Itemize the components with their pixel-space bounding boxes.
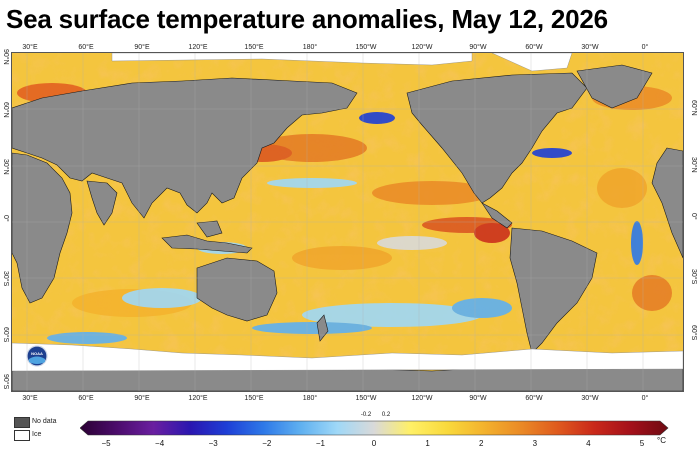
lon-tick-top-3: 120°E xyxy=(188,44,208,51)
lon-tick-bottom-11: 0° xyxy=(641,395,649,402)
lat-tick-left-0: 90°N xyxy=(2,49,9,65)
lat-tick-left-3: 0° xyxy=(2,215,9,222)
colorbar-tick-9: 4 xyxy=(586,439,591,448)
colorbar-tick-10: 5 xyxy=(639,439,645,448)
lon-tick-top-2: 90°E xyxy=(134,44,150,51)
lon-tick-top-5: 180° xyxy=(302,44,318,51)
lat-tick-right-0: 60°N xyxy=(690,100,697,116)
lon-tick-top-1: 60°E xyxy=(78,44,94,51)
land-india xyxy=(86,180,118,226)
lon-tick-top-10: 30°W xyxy=(581,44,599,51)
lon-tick-top-0: 30°E xyxy=(22,44,38,51)
lat-tick-left-6: 90°S xyxy=(2,374,9,390)
land-indonesia xyxy=(161,234,253,254)
lon-tick-bottom-1: 60°E xyxy=(78,395,94,402)
lon-tick-top-9: 60°W xyxy=(525,44,543,51)
no-data-label: No data xyxy=(32,418,57,425)
lon-tick-top-8: 90°W xyxy=(469,44,487,51)
ice-swatch xyxy=(14,430,30,441)
svg-text:NOAA: NOAA xyxy=(31,351,43,356)
lon-tick-bottom-8: 90°W xyxy=(469,395,487,402)
colorbar-tick-3: −2 xyxy=(262,439,272,448)
colorbar-tick-5: 0 xyxy=(371,439,377,448)
land-australia xyxy=(196,257,278,322)
lon-tick-bottom-10: 30°W xyxy=(581,395,599,402)
lon-tick-bottom-0: 30°E xyxy=(22,395,38,402)
lon-tick-top-7: 120°W xyxy=(411,44,433,51)
lon-tick-bottom-9: 60°W xyxy=(525,395,543,402)
lon-tick-bottom-7: 120°W xyxy=(411,395,433,402)
graticule xyxy=(12,53,683,391)
lon-tick-bottom-4: 150°E xyxy=(244,395,264,402)
lon-tick-top-6: 150°W xyxy=(355,44,377,51)
lat-tick-left-5: 60°S xyxy=(2,327,9,343)
lon-tick-bottom-6: 150°W xyxy=(355,395,377,402)
lon-tick-bottom-3: 120°E xyxy=(188,395,208,402)
lat-tick-right-2: 0° xyxy=(690,213,697,220)
land-central-america xyxy=(481,202,513,229)
lat-tick-right-1: 30°N xyxy=(690,157,697,173)
land-north-america xyxy=(406,72,588,204)
lat-tick-right-4: 60°S xyxy=(690,325,697,341)
lat-tick-left-4: 30°S xyxy=(2,271,9,287)
sst-anomaly-map: NOAA xyxy=(11,52,684,392)
land-south-america xyxy=(509,227,598,354)
lon-tick-top-11: 0° xyxy=(641,44,649,51)
no-data-swatch xyxy=(14,417,30,428)
sea-ice xyxy=(12,53,683,372)
colorbar-tick-2: −3 xyxy=(208,439,218,448)
colorbar-tick-0: −5 xyxy=(101,439,111,448)
ice-label: Ice xyxy=(32,431,42,438)
unit-label: °C xyxy=(657,436,666,445)
lat-tick-left-2: 30°N xyxy=(2,159,9,175)
lon-tick-top-4: 150°E xyxy=(244,44,264,51)
neutral-low-label: -0.2 xyxy=(360,412,372,418)
noaa-logo: NOAA xyxy=(26,345,48,367)
colorbar-tick-6: 1 xyxy=(425,439,430,448)
colorbar-tick-8: 3 xyxy=(532,439,538,448)
land-borneo xyxy=(196,220,223,238)
lon-tick-bottom-5: 180° xyxy=(302,395,318,402)
land-africa-east xyxy=(651,147,683,259)
lat-tick-left-1: 60°N xyxy=(2,102,9,118)
colorbar-tick-1: −4 xyxy=(155,439,165,448)
lon-tick-bottom-2: 90°E xyxy=(134,395,150,402)
land-greenland xyxy=(576,64,653,109)
land-eurasia xyxy=(12,77,358,219)
colorbar-fill xyxy=(80,420,669,436)
lat-tick-right-3: 30°S xyxy=(690,269,697,285)
colorbar-tick-4: −1 xyxy=(315,439,325,448)
map-title: Sea surface temperature anomalies, May 1… xyxy=(6,4,608,34)
colorbar-tick-7: 2 xyxy=(478,439,484,448)
map-canvas: NOAA xyxy=(12,53,683,391)
neutral-high-label: 0.2 xyxy=(381,412,391,418)
colorbar xyxy=(80,420,669,436)
